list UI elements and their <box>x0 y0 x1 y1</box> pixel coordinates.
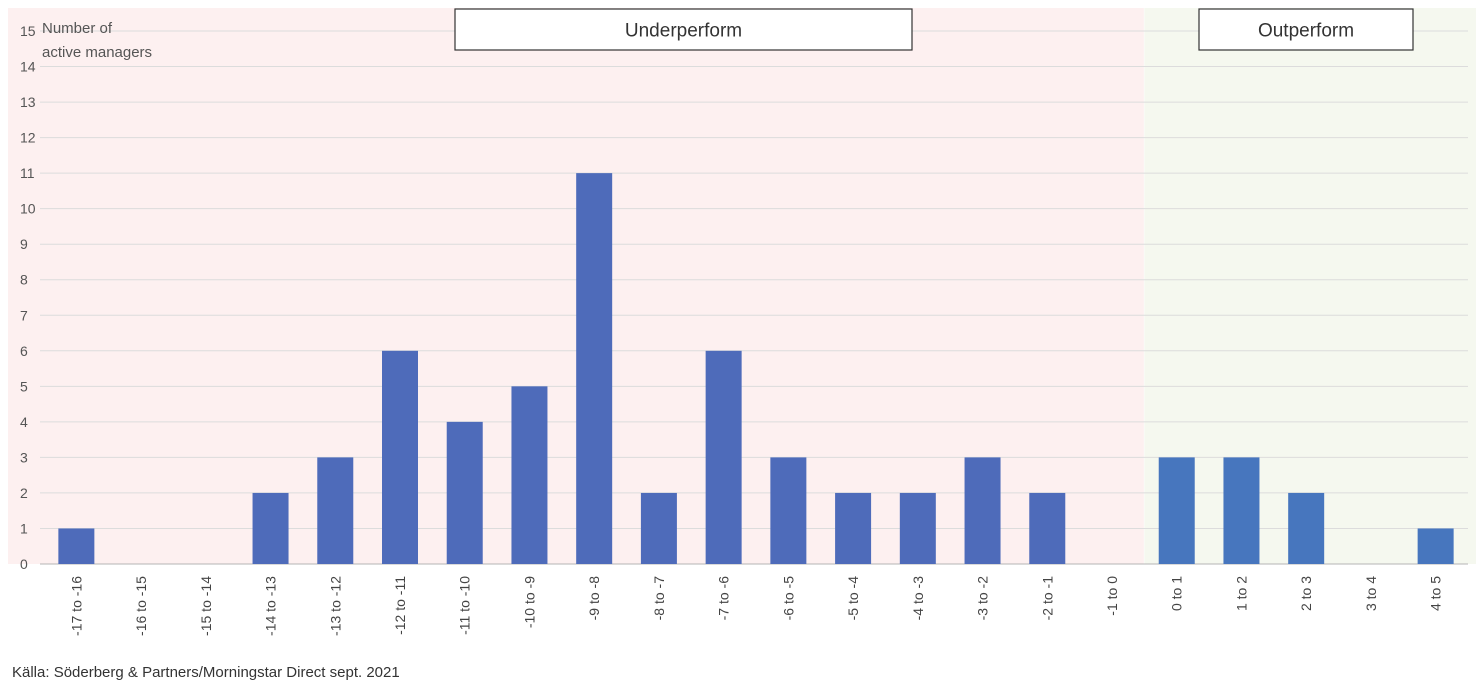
y-tick-label: 13 <box>20 94 36 110</box>
bar-0-to-1 <box>1158 457 1195 564</box>
bar-4-to-5 <box>1417 528 1454 564</box>
y-tick-label: 10 <box>20 201 36 217</box>
bar--3-to--2 <box>964 457 1001 564</box>
x-tick-label: -11 to -10 <box>457 576 473 635</box>
bar--7-to--6 <box>705 350 742 564</box>
bar-1-to-2 <box>1223 457 1260 564</box>
y-axis-label-line-2: active managers <box>42 44 152 61</box>
y-tick-label: 8 <box>20 272 28 288</box>
zone-label-box-underperform <box>454 8 913 51</box>
x-tick-label: -15 to -14 <box>198 576 214 636</box>
bar--6-to--5 <box>770 457 807 564</box>
y-tick-label: 14 <box>20 59 36 75</box>
x-tick-label: -2 to -1 <box>1039 576 1055 621</box>
zone-backgrounds <box>8 8 1476 564</box>
bar--5-to--4 <box>835 492 872 564</box>
y-tick-label: 1 <box>20 520 28 536</box>
x-tick-label: -9 to -8 <box>586 576 602 621</box>
y-tick-label: 3 <box>20 449 28 465</box>
y-tick-label: 11 <box>20 165 35 181</box>
x-axis-ticks: -17 to -16 -16 to -15 -15 to -14 -14 to -13… <box>68 576 1443 636</box>
zone-labels: Underperform Outperform <box>454 8 1414 51</box>
y-tick-label: 9 <box>20 236 28 252</box>
x-tick-label: -13 to -12 <box>327 576 343 636</box>
bar--8-to--7 <box>640 492 677 564</box>
x-tick-label: -5 to -4 <box>845 576 861 621</box>
x-tick-label: -17 to -16 <box>68 576 84 636</box>
x-tick-label: -6 to -5 <box>780 576 796 621</box>
x-tick-label: -1 to 0 <box>1104 576 1120 616</box>
x-tick-label: -16 to -15 <box>133 576 149 636</box>
source-note: Källa: Söderberg & Partners/Morningstar … <box>12 664 400 681</box>
y-tick-label: 5 <box>20 378 28 394</box>
bar-2-to-3 <box>1288 492 1325 564</box>
x-tick-label: -14 to -13 <box>263 576 279 636</box>
x-tick-label: -7 to -6 <box>716 576 732 621</box>
x-tick-label: 3 to 4 <box>1363 576 1379 611</box>
y-axis-label-line-1: Number of <box>42 20 113 37</box>
x-tick-label: 0 to 1 <box>1169 576 1185 611</box>
x-tick-label: -10 to -9 <box>521 576 537 628</box>
bar--9-to--8 <box>576 173 613 564</box>
bar--14-to--13 <box>252 492 289 564</box>
bar--13-to--12 <box>317 457 354 564</box>
y-tick-label: 6 <box>20 343 28 359</box>
bar--17-to--16 <box>58 528 95 564</box>
y-tick-label: 7 <box>20 307 28 323</box>
x-tick-label: -4 to -3 <box>910 576 926 621</box>
y-tick-label: 12 <box>20 130 36 146</box>
y-tick-label: 2 <box>20 485 28 501</box>
zone-background-underperform <box>8 8 1144 564</box>
bar--4-to--3 <box>899 492 936 564</box>
bar--2-to--1 <box>1029 492 1066 564</box>
x-tick-label: 2 to 3 <box>1298 576 1314 611</box>
y-tick-label: 0 <box>20 556 28 572</box>
bar--12-to--11 <box>382 350 418 564</box>
zone-label-underperform: Underperform <box>625 21 742 42</box>
zone-label-outperform: Outperform <box>1258 21 1354 42</box>
y-tick-label: 4 <box>20 414 28 430</box>
zone-background-outperform <box>1144 8 1476 564</box>
x-tick-label: -8 to -7 <box>651 576 667 621</box>
x-tick-label: 4 to 5 <box>1428 576 1444 611</box>
zone-label-box-outperform <box>1198 8 1414 51</box>
bars <box>58 173 1454 564</box>
x-tick-label: -3 to -2 <box>975 576 991 621</box>
x-tick-label: -12 to -11 <box>392 576 408 635</box>
y-tick-label: 15 <box>20 23 36 39</box>
x-tick-label: 1 to 2 <box>1233 576 1249 611</box>
bar--10-to--9 <box>511 386 548 564</box>
bar--11-to--10 <box>446 421 483 564</box>
